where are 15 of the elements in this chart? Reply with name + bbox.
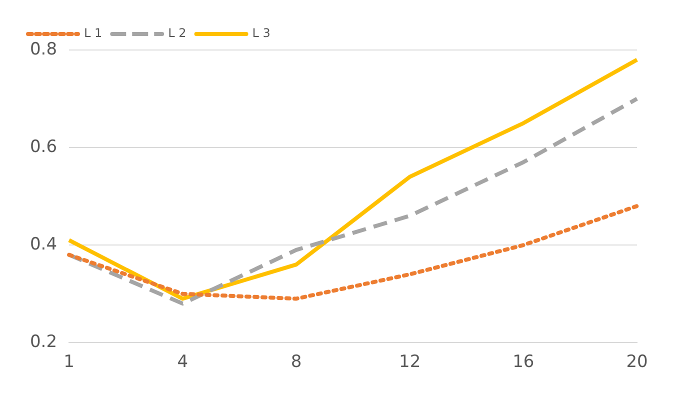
x-tick-label: 16 xyxy=(512,352,534,372)
y-tick-label: 0.2 xyxy=(30,332,58,352)
x-tick-label: 1 xyxy=(64,352,74,372)
line-series xyxy=(67,204,639,301)
y-tick-label: 0.8 xyxy=(30,39,58,60)
legend-label: L 1 xyxy=(84,26,102,40)
x-tick-label: 4 xyxy=(177,352,188,372)
x-tick-label: 20 xyxy=(626,352,648,372)
line-series xyxy=(67,96,639,306)
y-tick-label: 0.4 xyxy=(30,234,58,254)
x-tick-label: 8 xyxy=(290,352,302,372)
legend-label: L 3 xyxy=(252,26,270,40)
x-tick-label: 12 xyxy=(398,352,421,372)
legend-label: L 2 xyxy=(168,26,186,40)
y-tick-label: 0.6 xyxy=(30,136,58,157)
